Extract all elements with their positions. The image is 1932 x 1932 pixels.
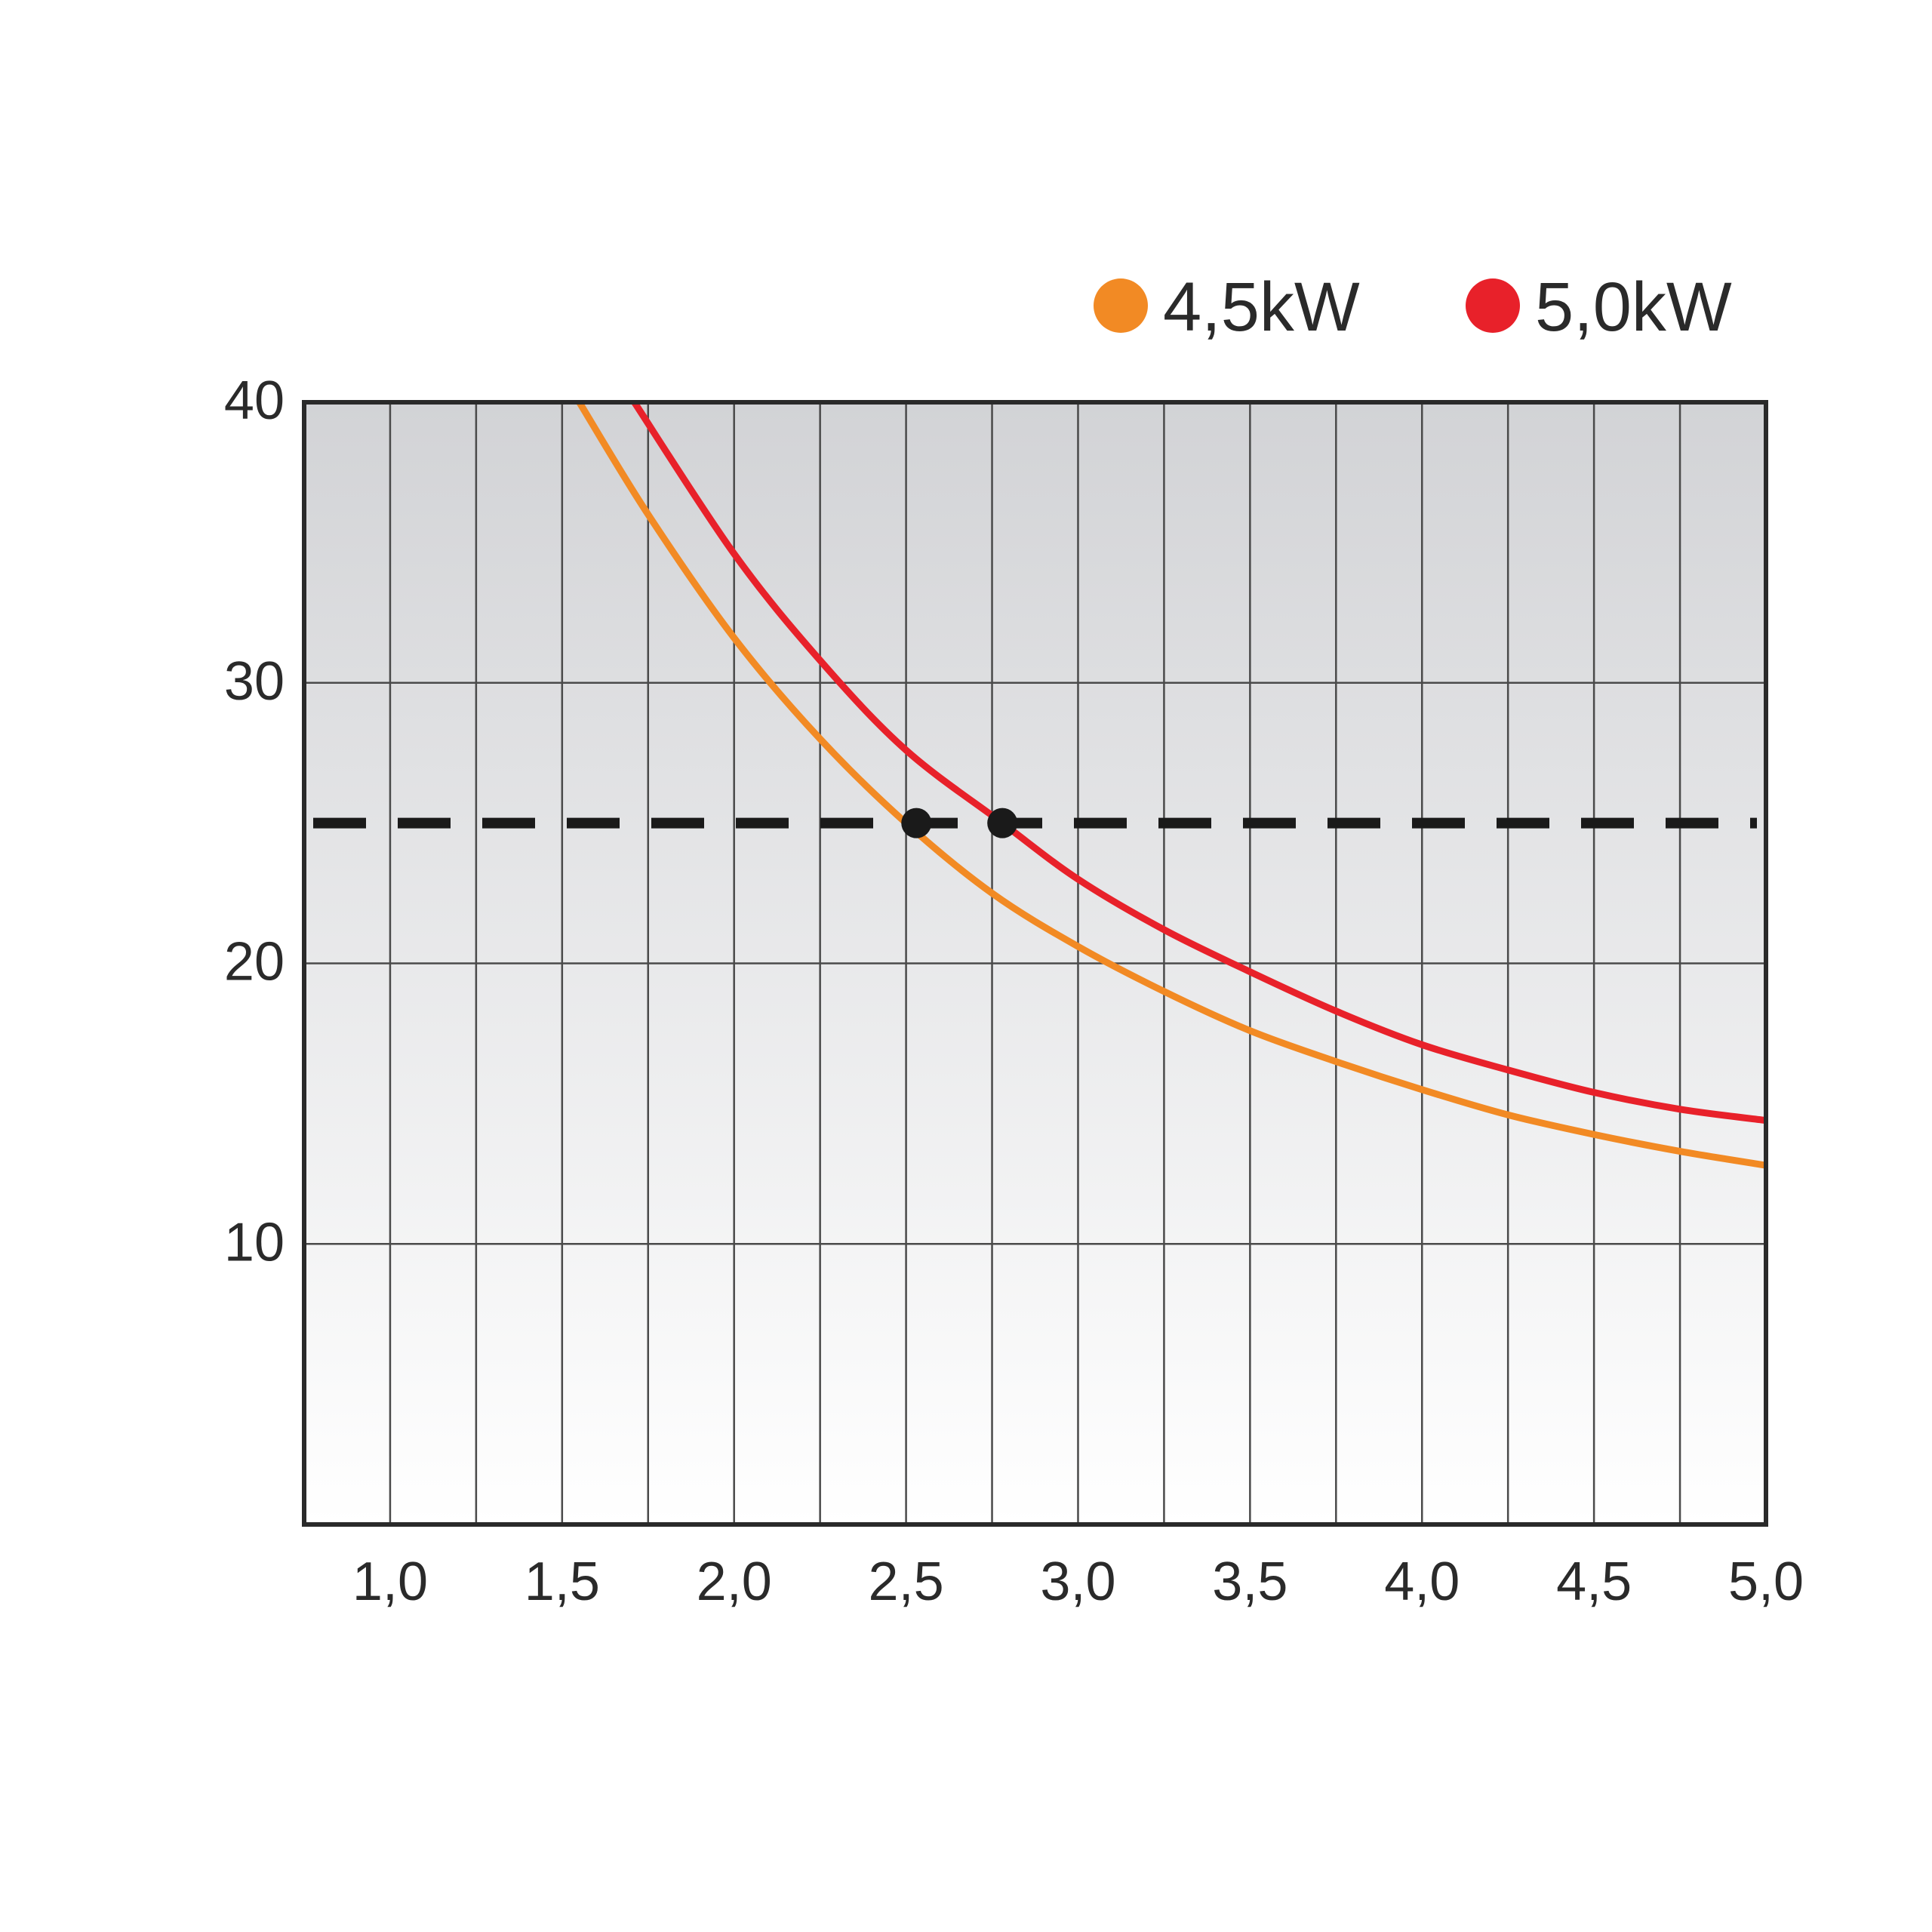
plot-frame — [302, 400, 1768, 1527]
series-line-1 — [576, 400, 1767, 1169]
x-tick-label: 1,0 — [352, 1552, 428, 1612]
x-tick-label: 3,0 — [1040, 1552, 1115, 1612]
x-tick-label: 2,0 — [697, 1552, 772, 1612]
series-line-2 — [631, 400, 1767, 1124]
intersection-marker-1 — [901, 808, 932, 838]
y-tick-label: 30 — [224, 651, 285, 712]
y-tick-label: 10 — [224, 1212, 285, 1272]
legend: 4,5kW 5,0kW — [1094, 269, 1732, 346]
x-tick-label: 1,5 — [525, 1552, 600, 1612]
x-tick-label: 5,0 — [1728, 1552, 1804, 1612]
x-tick-label: 4,0 — [1384, 1552, 1460, 1612]
y-tick-label: 40 — [224, 371, 285, 431]
x-tick-label: 2,5 — [869, 1552, 944, 1612]
legend-label-2: 5,0kW — [1535, 269, 1732, 346]
y-axis-tick-labels: 10 20 30 40 — [224, 371, 285, 1272]
series-layer — [576, 400, 1767, 1169]
marker-layer — [901, 808, 1018, 838]
x-tick-label: 3,5 — [1212, 1552, 1287, 1612]
x-axis-tick-labels: 1,0 1,5 2,0 2,5 3,0 3,5 4,0 4,5 5,0 — [352, 1552, 1804, 1612]
y-tick-label: 20 — [224, 932, 285, 992]
legend-swatch-2 — [1466, 278, 1520, 333]
legend-label-1: 4,5kW — [1163, 269, 1360, 346]
intersection-marker-2 — [987, 808, 1018, 838]
x-tick-label: 4,5 — [1556, 1552, 1632, 1612]
legend-swatch-1 — [1094, 278, 1148, 333]
